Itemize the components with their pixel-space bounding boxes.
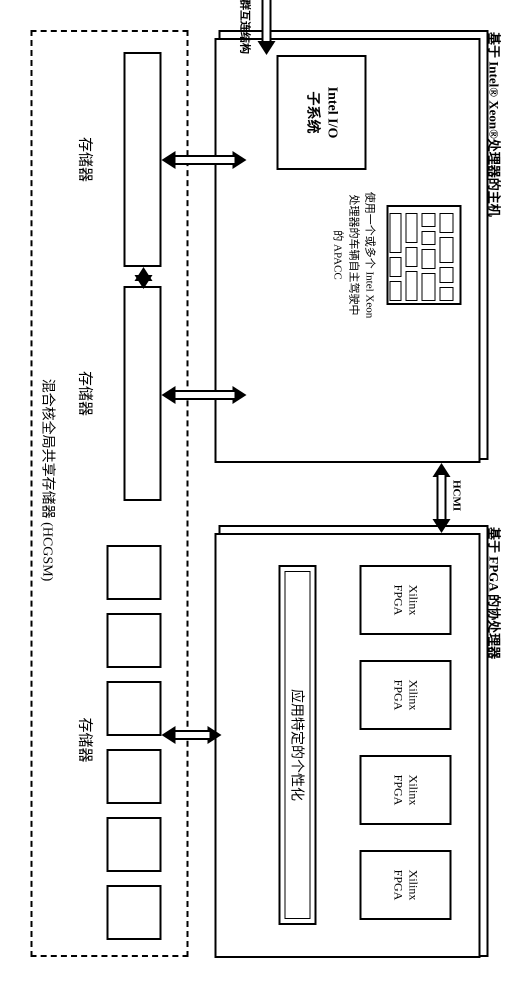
apacc-die-block	[422, 213, 436, 227]
apacc-caption: 使用一个或多个 Intel Xeon 处理器的车辆自主驾驶中的 APACC	[331, 190, 379, 320]
interconnect-label: 集群互连结构	[238, 0, 254, 54]
io-line2: 子系统	[304, 87, 324, 139]
apacc-die-block	[440, 287, 454, 301]
personalization-box: 应用特定的个性化	[279, 565, 317, 925]
hcgsm-caption: 混合核全局共享存储器 (HCGSM)	[39, 260, 59, 700]
apacc-die-block	[422, 273, 436, 301]
arrow-mem1_to_mem2	[139, 267, 149, 289]
apacc-die-block	[406, 213, 418, 243]
apacc-die-block	[440, 213, 454, 233]
apacc-chip	[387, 205, 462, 305]
memory-cube	[107, 681, 162, 736]
fpga-box: XilinxFPGA	[360, 850, 452, 920]
memory-cube	[107, 613, 162, 668]
memory-label: 存储器	[72, 286, 97, 501]
apacc-die-block	[390, 213, 402, 253]
personalization-label: 应用特定的个性化	[288, 689, 308, 801]
arrow-host_to_mem1	[162, 155, 247, 165]
arrow-io_to_interconnect	[262, 0, 272, 55]
io-line1: Intel I/O	[324, 87, 340, 139]
memory-bar	[124, 286, 162, 501]
fpga-line2: FPGA	[391, 585, 406, 616]
memory-cube	[107, 749, 162, 804]
apacc-die-block	[440, 267, 454, 283]
cubes-label: 存储器	[72, 680, 97, 800]
io-subsystem: Intel I/O 子系统	[277, 55, 367, 170]
hcmi-label: HCMI	[451, 480, 463, 511]
memory-cube	[107, 885, 162, 940]
fpga-line1: Xilinx	[406, 680, 421, 711]
memory-bar	[124, 52, 162, 267]
apacc-die-block	[406, 247, 418, 267]
memory-cube	[107, 545, 162, 600]
apacc-die-block	[422, 249, 436, 269]
apacc-die-block	[390, 257, 402, 277]
apacc-die-block	[406, 271, 418, 301]
memory-label: 存储器	[72, 52, 97, 267]
fpga-box: XilinxFPGA	[360, 565, 452, 635]
apacc-die-block	[422, 231, 436, 245]
arrow-host_to_mem2	[162, 390, 247, 400]
fpga-line2: FPGA	[391, 870, 406, 901]
fpga-line1: Xilinx	[406, 775, 421, 806]
fpga-box: XilinxFPGA	[360, 660, 452, 730]
arrow-host_to_coproc	[437, 463, 447, 533]
fpga-line2: FPGA	[391, 680, 406, 711]
arrow-coproc_to_cubes	[162, 730, 222, 740]
apacc-die-block	[440, 237, 454, 263]
fpga-line1: Xilinx	[406, 585, 421, 616]
architecture-diagram: 基于 Intel® Xeon®处理器的主机 Intel I/O 子系统 使用一个…	[0, 0, 507, 1000]
memory-cube	[107, 817, 162, 872]
fpga-line2: FPGA	[391, 775, 406, 806]
fpga-line1: Xilinx	[406, 870, 421, 901]
apacc-die-block	[390, 281, 402, 301]
fpga-box: XilinxFPGA	[360, 755, 452, 825]
